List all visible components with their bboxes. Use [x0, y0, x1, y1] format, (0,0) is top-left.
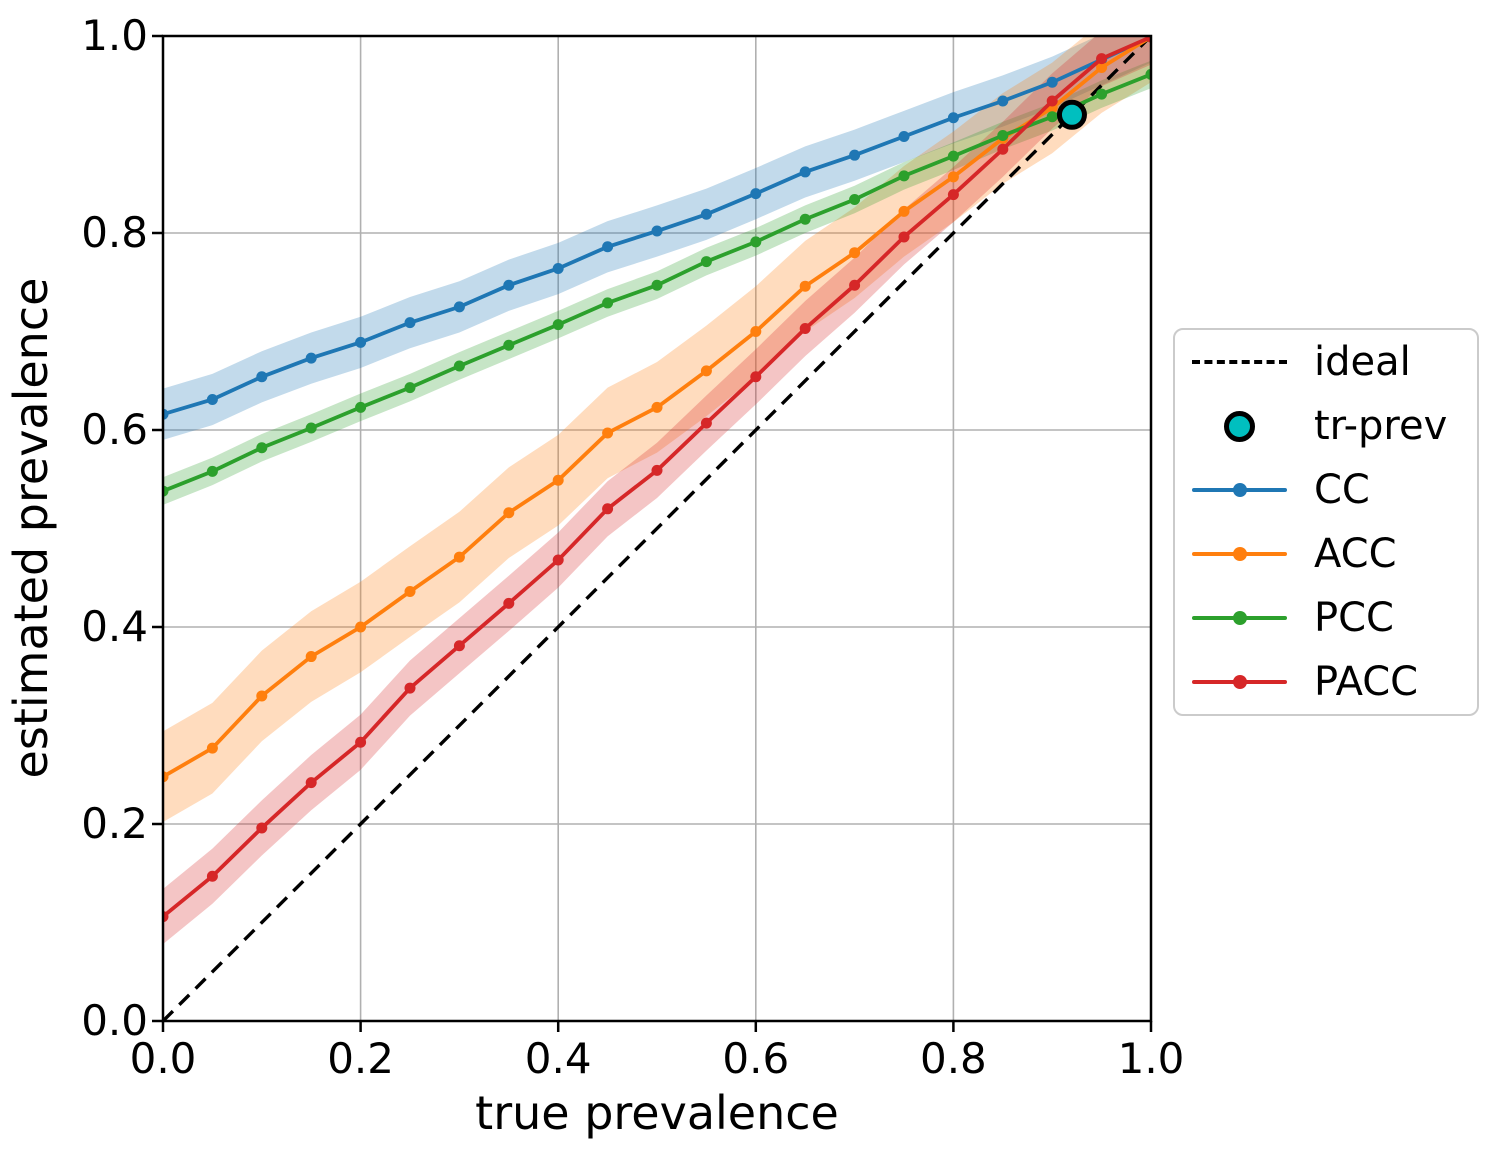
ideal-line	[161, 34, 1153, 1023]
legend-item-tr-prev: tr-prev	[1175, 394, 1477, 458]
ideal-swatch	[1192, 345, 1287, 379]
legend-item-acc: ACC	[1175, 522, 1477, 586]
y-tick-label: 0.0	[81, 996, 148, 1045]
dashed-line-icon	[1192, 360, 1287, 364]
pcc-swatch	[1192, 601, 1287, 635]
legend: ideal tr-prev CC ACC PCC PACC	[1173, 328, 1479, 716]
legend-item-ideal: ideal	[1175, 330, 1477, 394]
dot-marker-icon	[1232, 547, 1247, 561]
tr-prev-swatch	[1192, 409, 1287, 443]
y-tick-label: 0.8	[81, 208, 148, 257]
tr-prev-marker	[1056, 99, 1087, 130]
y-tick-label: 0.6	[81, 405, 148, 454]
legend-label: ideal	[1314, 339, 1411, 385]
x-tick-label: 0.2	[327, 1034, 394, 1083]
series-PACC	[163, 36, 1151, 923]
legend-item-pcc: PCC	[1175, 586, 1477, 650]
axes-spines	[161, 34, 1153, 1023]
y-tick-label: 0.2	[81, 799, 148, 848]
dot-marker-icon	[1232, 611, 1247, 625]
y-tick-label: 0.4	[81, 602, 148, 651]
y-axis-label: estimated prevalence	[4, 277, 58, 779]
y-tick-label: 1.0	[81, 11, 148, 60]
tick-marks	[152, 34, 1153, 1032]
x-axis-label: true prevalence	[475, 1086, 839, 1140]
legend-label: tr-prev	[1314, 403, 1448, 449]
legend-label: PCC	[1314, 595, 1394, 641]
legend-label: PACC	[1314, 659, 1419, 705]
pacc-swatch	[1192, 665, 1287, 699]
legend-label: CC	[1314, 467, 1370, 513]
x-tick-label: 0.4	[524, 1034, 592, 1083]
x-tick-label: 0.0	[129, 1034, 197, 1083]
dot-marker-icon	[1232, 483, 1247, 497]
x-tick-label: 1.0	[1117, 1034, 1185, 1083]
legend-item-cc: CC	[1175, 458, 1477, 522]
acc-swatch	[1192, 537, 1287, 571]
circle-marker-icon	[1224, 410, 1255, 442]
x-tick-label: 0.8	[919, 1034, 987, 1083]
series-PCC	[163, 68, 1151, 497]
x-tick-label: 0.6	[722, 1034, 790, 1083]
legend-label: ACC	[1314, 531, 1397, 577]
band-PACC	[163, 36, 1151, 945]
dot-marker-icon	[1232, 675, 1247, 689]
legend-item-pacc: PACC	[1175, 650, 1477, 714]
cc-swatch	[1192, 473, 1287, 507]
